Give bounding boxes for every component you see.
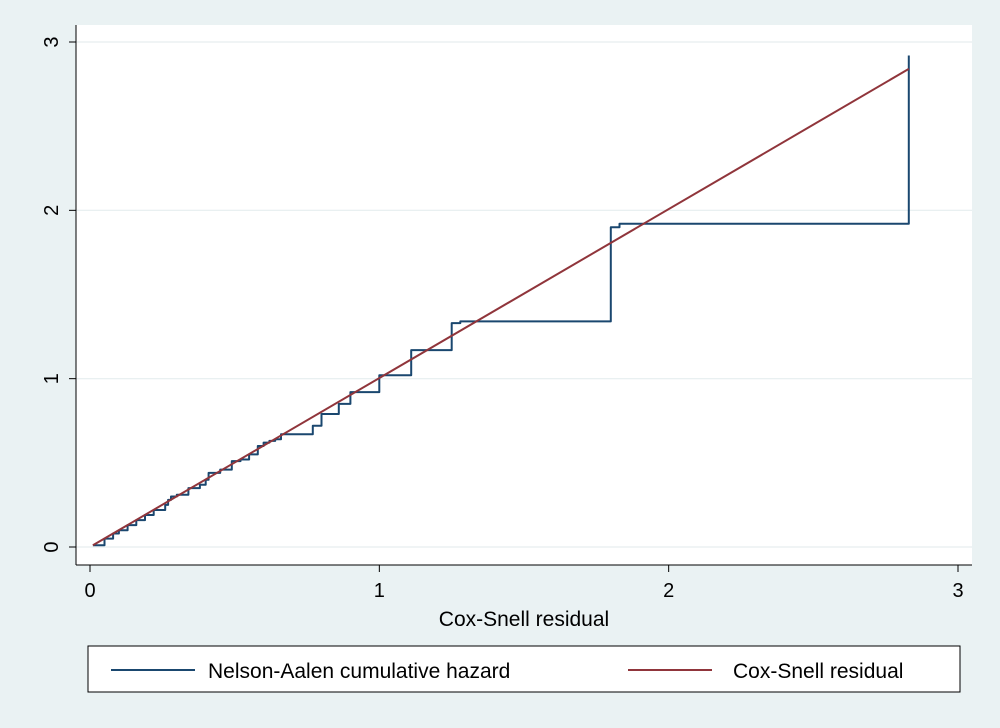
series-line-cox-snell bbox=[92, 68, 910, 547]
legend-label-nelson-aalen: Nelson-Aalen cumulative hazard bbox=[208, 660, 510, 683]
y-tick-label: 0 bbox=[41, 541, 63, 552]
x-tick-label: 1 bbox=[374, 580, 385, 602]
y-tick-label: 1 bbox=[41, 373, 63, 384]
series-layer bbox=[92, 55, 910, 547]
legend-label-cox-snell: Cox-Snell residual bbox=[733, 660, 903, 683]
x-tick-label: 0 bbox=[84, 580, 95, 602]
legend-box bbox=[87, 645, 961, 693]
legend: Nelson-Aalen cumulative hazard Cox-Snell… bbox=[87, 645, 961, 693]
plot-background bbox=[76, 25, 972, 565]
x-tick-label: 3 bbox=[952, 580, 963, 602]
axes: 0 1 2 3 0 1 2 3 bbox=[41, 25, 972, 602]
y-tick-label: 2 bbox=[41, 205, 63, 216]
x-tick-label: 2 bbox=[663, 580, 674, 602]
x-axis-title: Cox-Snell residual bbox=[439, 608, 609, 631]
y-tick-label: 3 bbox=[41, 36, 63, 47]
gridlines bbox=[76, 41, 972, 548]
